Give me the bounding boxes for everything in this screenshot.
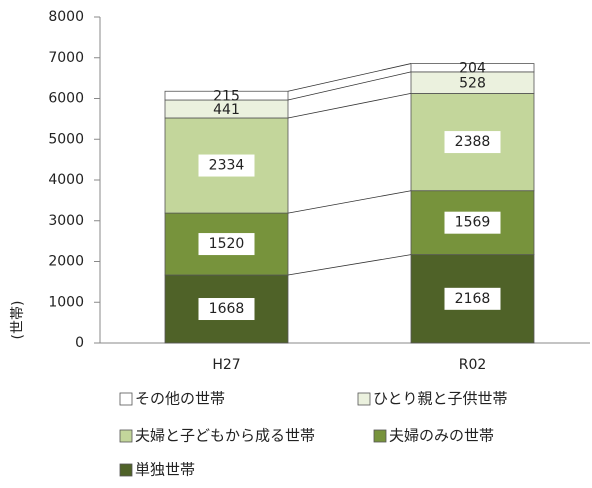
bar-segment (164, 90, 289, 101)
legend-swatch (373, 429, 387, 443)
legend-label: 単独世帯 (135, 461, 195, 479)
data-label: 1520 (209, 236, 245, 252)
connector-line (287, 63, 412, 92)
data-label-box (444, 211, 501, 234)
connector-line (287, 71, 412, 101)
data-label-box (198, 298, 255, 321)
data-label: 528 (459, 76, 486, 92)
legend-swatch (119, 392, 133, 406)
legend-label: 夫婦のみの世帯 (389, 427, 494, 445)
legend-label: 夫婦と子どもから成る世帯 (135, 427, 315, 445)
data-label: 1668 (209, 301, 245, 317)
legend-swatch (357, 392, 371, 406)
y-tick-label: 7000 (48, 50, 84, 66)
data-label: 1569 (455, 215, 491, 231)
legend-label: ひとり親と子供世帯 (373, 390, 508, 408)
data-label-box (198, 154, 255, 177)
y-tick-label: 4000 (48, 172, 84, 188)
data-label: 204 (459, 61, 486, 77)
data-label: 2388 (455, 134, 491, 150)
x-tick-label: H27 (212, 357, 240, 373)
legend-label: その他の世帯 (135, 390, 225, 408)
bar-segment (410, 63, 535, 73)
connector-line (287, 190, 412, 214)
data-label-box (198, 233, 255, 256)
bar-segment (410, 93, 535, 192)
y-tick-label: 1000 (48, 294, 84, 310)
y-tick-label: 2000 (48, 254, 84, 270)
data-label: 441 (213, 102, 240, 118)
y-tick-label: 8000 (48, 9, 84, 25)
y-tick-label: 5000 (48, 131, 84, 147)
data-label-box (444, 287, 501, 310)
data-label-box (444, 131, 501, 154)
x-tick-label: R02 (459, 357, 487, 373)
y-tick-label: 6000 (48, 91, 84, 107)
connector-line (287, 254, 412, 276)
y-tick-label: 0 (75, 335, 84, 351)
y-axis-label: (世帯) (10, 301, 26, 340)
data-label: 2168 (455, 291, 491, 307)
data-label: 2334 (209, 158, 245, 174)
legend-swatch (119, 429, 133, 443)
legend-swatch (119, 463, 133, 477)
y-tick-label: 3000 (48, 213, 84, 229)
data-label: 215 (213, 89, 240, 105)
connector-line (287, 93, 412, 119)
